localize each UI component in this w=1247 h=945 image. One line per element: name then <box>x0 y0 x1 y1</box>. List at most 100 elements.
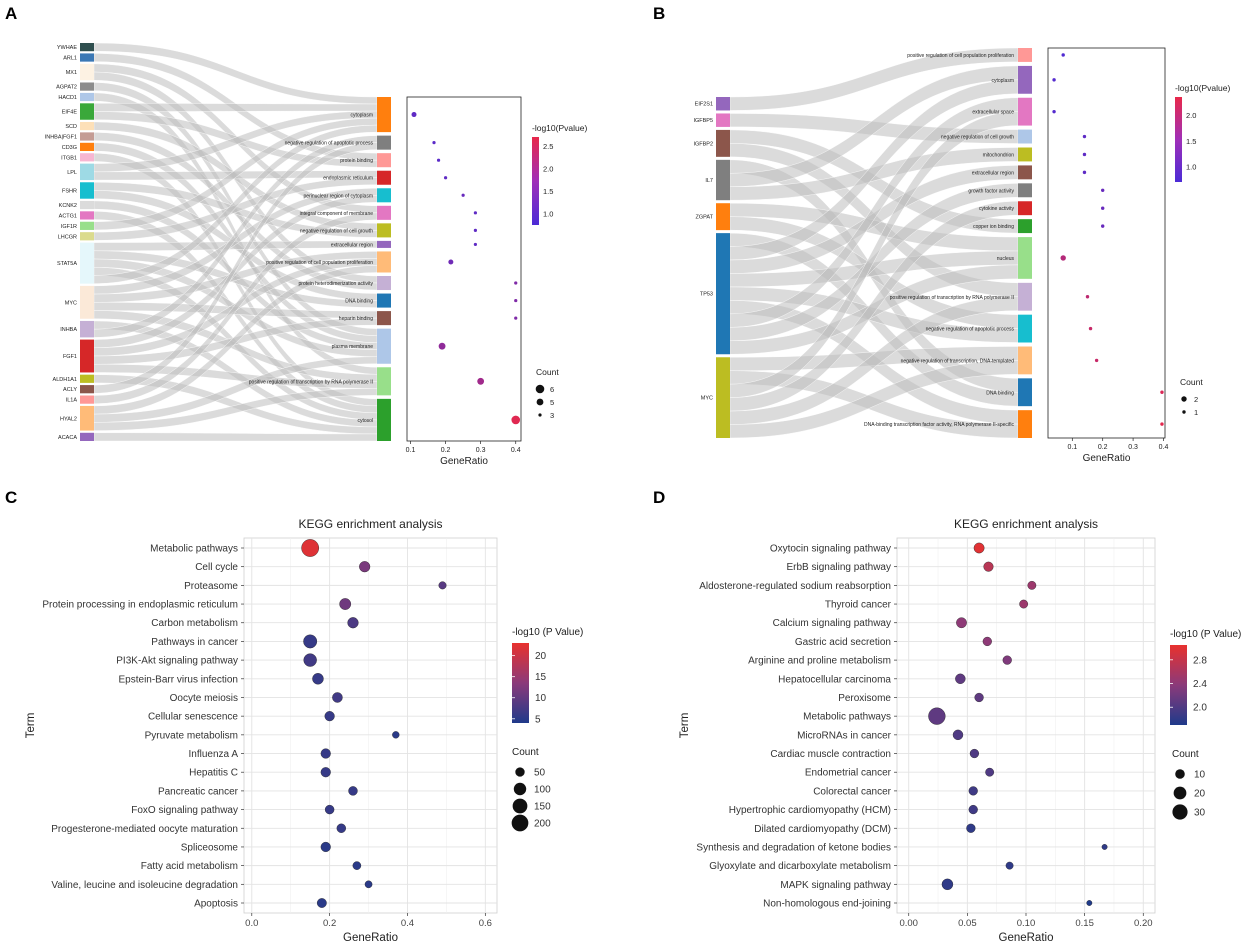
size-legend-label: 30 <box>1194 808 1206 819</box>
colorbar-tick-label: 2.5 <box>543 142 553 151</box>
y-tick-label: Protein processing in endoplasmic reticu… <box>42 600 238 611</box>
x-tick-label: 0.0 <box>245 918 258 929</box>
term-node <box>1018 237 1032 279</box>
term-label: positive regulation of cell population p… <box>266 260 373 266</box>
x-tick-label: 0.4 <box>401 918 414 929</box>
enrichment-dot <box>320 748 331 759</box>
gene-node <box>80 232 94 241</box>
enrichment-dot <box>1085 295 1090 299</box>
enrichment-dot <box>1082 134 1087 139</box>
chart-title: KEGG enrichment analysis <box>298 517 442 531</box>
y-tick-label: Calcium signaling pathway <box>773 618 891 629</box>
gene-node <box>80 121 94 131</box>
sankey-link <box>729 296 1019 425</box>
gene-node <box>716 203 730 231</box>
term-label: cytoplasm <box>350 113 373 119</box>
colorbar-tick-label: 20 <box>535 651 547 662</box>
gene-label: LHCGR <box>58 234 77 240</box>
gene-node <box>80 374 94 383</box>
gene-label: IL7 <box>705 178 713 184</box>
colorbar-tick-label: 1.5 <box>543 187 553 196</box>
enrichment-dot <box>461 193 465 197</box>
size-legend-dot <box>1182 410 1186 414</box>
enrichment-dot <box>1019 599 1029 609</box>
term-node <box>377 398 391 441</box>
size-legend-label: 5 <box>550 398 554 407</box>
y-tick-label: Hepatocellular carcinoma <box>778 674 891 685</box>
gene-label: FSHR <box>62 188 77 194</box>
enrichment-dot <box>514 298 518 303</box>
term-node <box>377 311 391 326</box>
colorbar-title: -log10 (P Value) <box>512 627 583 638</box>
enrichment-dot <box>320 767 331 778</box>
y-tick-label: Endometrial cancer <box>805 768 892 779</box>
y-tick-label: Hepatitis C <box>189 768 238 779</box>
term-label: negative regulation of cell growth <box>300 228 373 234</box>
size-legend-title: Count <box>1180 377 1203 387</box>
sankey-links <box>729 47 1019 439</box>
term-node <box>377 276 391 291</box>
enrichment-dot <box>1160 390 1164 394</box>
y-tick-label: Pancreatic cancer <box>158 786 239 797</box>
size-legend-label: 50 <box>534 768 546 779</box>
enrichment-dot <box>303 653 317 667</box>
gene-node <box>80 405 94 431</box>
term-label: DNA-binding transcription factor activit… <box>864 422 1014 428</box>
term-node <box>377 97 391 133</box>
gene-node <box>716 233 730 355</box>
gene-label: AGPAT2 <box>56 85 77 91</box>
gene-node <box>716 159 730 201</box>
colorbar <box>512 643 529 723</box>
enrichment-dot <box>392 731 400 739</box>
term-node <box>1018 48 1032 62</box>
gene-label: SCD <box>65 124 77 130</box>
enrichment-dot <box>1002 655 1012 665</box>
y-tick-label: Pyruvate metabolism <box>145 730 238 741</box>
y-tick-label: Cardiac muscle contraction <box>770 749 891 760</box>
gene-node <box>80 63 94 81</box>
gene-node <box>80 432 94 441</box>
colorbar-tick-label: 10 <box>535 693 547 704</box>
y-tick-label: Epstein-Barr virus infection <box>119 674 239 685</box>
term-node <box>1018 410 1032 438</box>
size-legend-label: 6 <box>550 385 554 394</box>
colorbar-tick-label: 2.0 <box>543 165 553 174</box>
size-legend-label: 100 <box>534 785 551 796</box>
gene-node <box>80 142 94 152</box>
y-tick-label: Proteasome <box>184 581 238 592</box>
colorbar-tick-label: 1.0 <box>543 210 553 219</box>
term-node <box>377 293 391 308</box>
gene-node <box>80 385 94 394</box>
enrichment-dot <box>347 617 359 629</box>
y-tick-label: Metabolic pathways <box>803 712 891 723</box>
size-legend-label: 1 <box>1194 408 1198 417</box>
y-tick-label: Glyoxylate and dicarboxylate metabolism <box>709 861 891 872</box>
term-label: extracellular region <box>972 170 1014 176</box>
x-tick-label: 0.2 <box>441 447 451 454</box>
gene-node <box>80 200 94 210</box>
term-node <box>1018 129 1032 144</box>
gene-node <box>80 163 94 181</box>
sankey-link <box>93 177 378 241</box>
x-axis-title: GeneRatio <box>343 932 398 944</box>
enrichment-dot <box>969 748 979 759</box>
gene-label: ARL1 <box>63 56 77 62</box>
gene-node <box>80 242 94 284</box>
enrichment-dot <box>477 377 485 385</box>
gene-node <box>80 285 94 319</box>
gene-node <box>80 132 94 141</box>
kegg-panel-c: KEGG enrichment analysis 0.0 0.2 0.4 0.6 Meta… <box>25 517 583 944</box>
term-label: DNA binding <box>345 299 373 305</box>
term-node <box>1018 65 1032 94</box>
enrichment-dot <box>985 767 995 777</box>
y-tick-label: Spliceosome <box>181 842 239 853</box>
term-label: protein binding <box>340 158 373 164</box>
enrichment-dot <box>928 707 946 725</box>
gene-node <box>80 92 94 102</box>
gene-label: STAT5A <box>57 261 77 267</box>
y-tick-label: Dilated cardiomyopathy (DCM) <box>754 824 891 835</box>
colorbar-tick-label: 2.4 <box>1193 679 1207 690</box>
term-node <box>377 240 391 248</box>
gene-node <box>716 113 730 127</box>
